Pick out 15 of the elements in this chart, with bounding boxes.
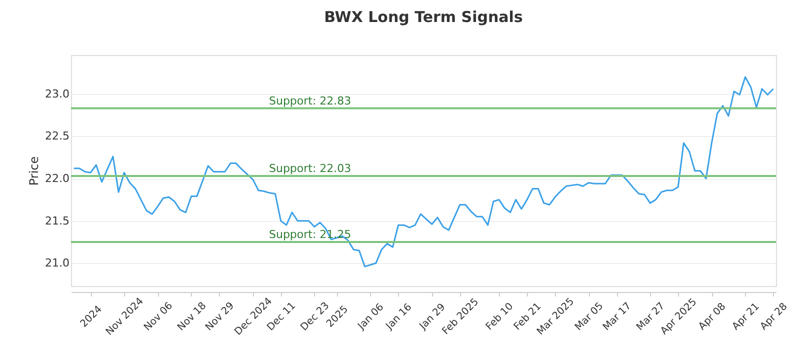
y-tick-label: 21.5	[45, 214, 70, 228]
x-tick-label: Mar 17	[601, 300, 634, 334]
y-tick-label: 22.5	[45, 130, 70, 143]
x-tick-label: Nov 06	[142, 300, 175, 334]
x-tick-label: Apr 08	[696, 301, 728, 332]
y-axis-title: Price	[27, 156, 42, 186]
y-tick-label: 21.0	[45, 256, 70, 270]
chart-title: BWX Long Term Signals	[324, 8, 523, 26]
line-series	[73, 76, 774, 268]
y-tick-label: 23.0	[45, 87, 70, 100]
x-tick-label: Jan 06	[356, 302, 386, 333]
x-tick-label: Jan 16	[384, 302, 414, 333]
y-tick-label: 22.0	[45, 172, 70, 186]
ref-line-label: Support: 22.83	[269, 94, 352, 108]
ref-line-label: Support: 22.03	[269, 162, 352, 175]
